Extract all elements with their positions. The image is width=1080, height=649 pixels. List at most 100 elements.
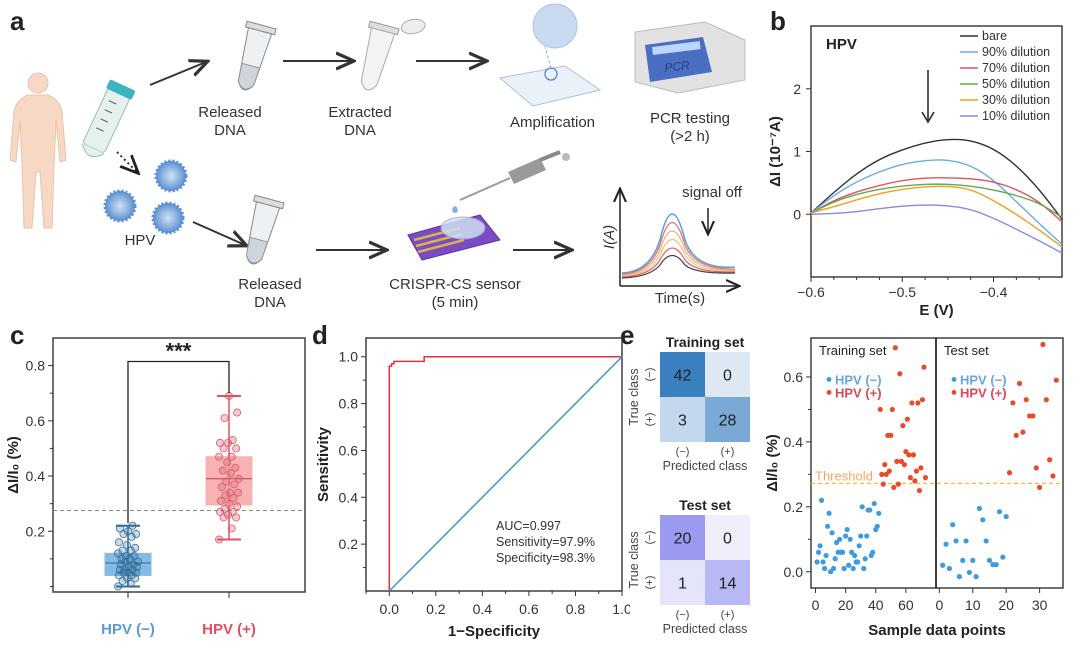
data-point [130,552,139,561]
data-point-positive [915,400,921,406]
caption-line: Released [238,276,302,293]
y-axis-label: ΔI (10⁻⁷A) [767,116,784,187]
y-tick-label: 2 [793,81,801,97]
data-point [232,513,241,522]
data-point-positive [888,432,894,439]
data-point [114,549,123,558]
matrix-value: 14 [719,576,737,593]
row-label: (−) [644,368,656,382]
y-tick-label: 0.2 [784,499,804,515]
x-axis-label: Predicted class [663,622,748,636]
x-axis-label: 1−Specificity [448,623,541,640]
series-line-bare [810,138,1063,220]
subplot-title: Training set [819,343,887,358]
data-point [114,582,123,591]
matrix-cell [705,352,750,397]
y-axis-label: ΔI/I₀ (%) [5,436,22,494]
data-point-negative [980,517,986,523]
data-point [219,513,228,522]
data-point-negative [956,574,962,580]
data-point [228,436,237,445]
data-point-negative [820,559,826,565]
crispr-cs-sensor-icon [407,206,501,261]
data-point-negative [859,504,865,510]
data-point [215,507,224,516]
data-point-positive [897,371,903,377]
data-point-negative [837,536,843,542]
legend-label: HPV (+) [835,385,882,400]
legend-marker [951,377,957,382]
data-point-negative [950,522,956,528]
y-tick-label: 0.4 [26,468,46,484]
data-point [126,579,135,588]
data-point [224,510,233,519]
data-point [218,466,227,475]
caption-current-axis: I(A) [601,224,618,250]
data-point-positive [919,397,926,403]
data-point-negative [846,562,852,568]
data-point [227,524,236,533]
y-tick-label: 0.4 [784,434,804,450]
caption-line: DNA [344,122,376,139]
chart-b-voltammetry: −0.6 −0.5 −0.4 0 1 2 E (V) ΔI (10⁻⁷A) HPV bare 90%… [767,25,1063,319]
y-axis-label: True class [627,531,641,588]
matrix-value: 0 [723,531,732,548]
data-point-positive [1020,429,1026,435]
data-point-positive [1040,341,1046,348]
arrow [149,62,206,86]
panel-a-schematic: PCR [9,3,746,330]
data-point [223,458,232,467]
data-point-positive [918,465,924,471]
data-point-positive [904,416,910,422]
x-tick-label: 40 [868,597,884,613]
roc-annotation: AUC=0.997 [496,519,561,533]
data-point-positive [1016,380,1023,387]
legend-label: 70% dilution [982,61,1050,75]
chart-f-scatter: 0.0 0.2 0.4 0.6 ΔI/I₀ (%) Sample data points T… [765,337,1064,639]
data-point [117,554,126,563]
data-point-negative [852,552,858,559]
data-point-positive [907,475,913,481]
data-point [228,507,237,516]
x-tick-label: −0.5 [888,284,916,300]
caption-line: PCR testing [649,110,731,127]
matrix-cell [705,515,750,560]
data-point-positive [1010,400,1016,406]
data-point-positive [1013,432,1019,439]
data-point-negative [840,549,846,555]
matrix-cell [705,397,750,442]
data-point [122,552,131,561]
data-point-positive [1033,465,1039,471]
data-point-positive [909,400,915,406]
data-point [225,488,234,497]
x-tick-label: 1.0 [612,601,630,617]
data-point-positive [889,406,895,413]
roc-line-reference [388,356,623,592]
data-point [224,391,233,400]
matrix-title: Test set [679,497,731,513]
data-point-negative [983,538,989,544]
series-line-70-dilution [810,177,1063,223]
matrix-cell [660,560,705,605]
caption-line: DNA [254,294,286,311]
x-tick-label: −0.4 [980,284,1008,300]
matrix-value: 42 [674,368,692,385]
x-tick-label: 0 [935,597,943,613]
data-point-positive [1037,484,1043,490]
caption-line: DNA [214,122,246,139]
legend-label: 30% dilution [982,93,1050,107]
legend-label: HPV (−) [960,372,1007,387]
matrix-value: 0 [723,368,732,385]
y-tick-label: 0.0 [784,564,804,580]
data-point-positive [1043,397,1049,403]
subplot-title: Test set [944,343,989,358]
y-tick-label: 0.8 [26,358,46,374]
significance-label: *** [166,338,192,363]
y-axis-label: True class [627,368,641,425]
data-point-negative [815,549,822,555]
data-point [233,408,242,417]
data-point-negative [986,557,993,564]
data-point [226,469,235,478]
caption-released-dna-top: Released DNA [190,104,270,140]
arrow [192,221,245,245]
